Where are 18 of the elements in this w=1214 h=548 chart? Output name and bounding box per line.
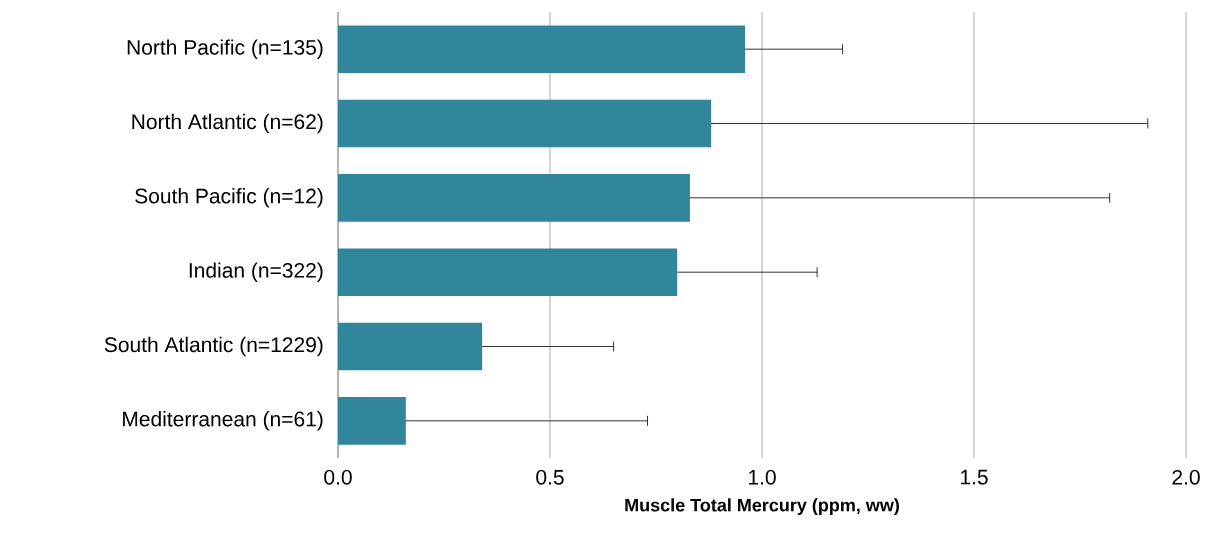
bar xyxy=(338,25,746,73)
y-tick-label: South Atlantic (n=1229) xyxy=(104,336,323,357)
y-tick-label: Indian (n=322) xyxy=(189,262,323,282)
y-tick-label: North Pacific (n=135) xyxy=(127,39,323,59)
bar xyxy=(338,397,406,445)
bar xyxy=(338,99,712,148)
x-tick-label: 1.5 xyxy=(961,469,988,485)
y-tick-label: North Atlantic (n=62) xyxy=(132,113,323,134)
x-tick-label: 0.5 xyxy=(536,469,564,485)
bar xyxy=(338,248,678,296)
bar xyxy=(338,174,690,222)
y-tick-label: Mediterranean (n=61) xyxy=(123,411,323,431)
x-tick-label: 1.0 xyxy=(749,469,776,485)
x-tick-label: 2.0 xyxy=(1172,469,1200,485)
x-tick-label: 0.0 xyxy=(324,469,352,485)
x-axis-title: Muscle Total Mercury (ppm, ww) xyxy=(625,498,899,516)
bar xyxy=(338,322,483,371)
y-tick-label: South Pacific (n=12) xyxy=(135,188,323,208)
